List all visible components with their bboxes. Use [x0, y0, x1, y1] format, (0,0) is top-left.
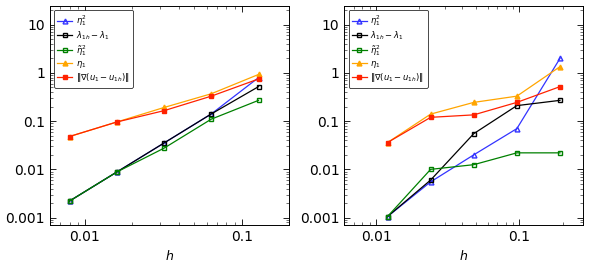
$\eta_1^2$ [514, 127, 521, 130]
$\eta_1^2$ [427, 180, 434, 183]
$\lambda_{1h} - \lambda_1$ [384, 215, 391, 218]
$\tilde{\eta}_1^2$ [255, 99, 262, 102]
Line: $\eta_1^2$: $\eta_1^2$ [385, 56, 562, 219]
$\eta_1^2$ [208, 112, 215, 116]
$\eta_1$ [384, 141, 391, 144]
$\|\nabla(u_1 - u_{1h})\|$ [557, 85, 564, 88]
Line: $\eta_1$: $\eta_1$ [385, 64, 562, 145]
$\tilde{\eta}_1^2$ [427, 168, 434, 171]
$\eta_1$ [255, 73, 262, 76]
$\tilde{\eta}_1^2$ [470, 163, 477, 166]
Line: $\lambda_{1h} - \lambda_1$: $\lambda_{1h} - \lambda_1$ [67, 84, 261, 203]
$\eta_1$ [557, 65, 564, 68]
$\tilde{\eta}_1^2$ [160, 147, 167, 150]
$\tilde{\eta}_1^2$ [113, 171, 120, 174]
X-axis label: $h$: $h$ [165, 249, 174, 263]
Line: $\|\nabla(u_1 - u_{1h})\|$: $\|\nabla(u_1 - u_{1h})\|$ [385, 84, 562, 145]
$\eta_1^2$ [66, 199, 73, 203]
$\|\nabla(u_1 - u_{1h})\|$ [113, 121, 120, 124]
$\eta_1^2$ [113, 171, 120, 174]
$\lambda_{1h} - \lambda_1$ [470, 132, 477, 135]
$\|\nabla(u_1 - u_{1h})\|$ [255, 77, 262, 81]
$\eta_1$ [160, 106, 167, 109]
Line: $\tilde{\eta}_1^2$: $\tilde{\eta}_1^2$ [67, 98, 261, 203]
$\|\nabla(u_1 - u_{1h})\|$ [208, 94, 215, 98]
Legend: $\eta_1^2$, $\lambda_{1h} - \lambda_1$, $\tilde{\eta}_1^2$, $\eta_1$, $\|\nabla(: $\eta_1^2$, $\lambda_{1h} - \lambda_1$, … [349, 10, 428, 88]
$\lambda_{1h} - \lambda_1$ [208, 112, 215, 116]
Line: $\tilde{\eta}_1^2$: $\tilde{\eta}_1^2$ [385, 150, 562, 219]
$\tilde{\eta}_1^2$ [557, 151, 564, 154]
$\lambda_{1h} - \lambda_1$ [557, 99, 564, 102]
$\eta_1$ [427, 112, 434, 116]
$\eta_1^2$ [470, 153, 477, 157]
$\|\nabla(u_1 - u_{1h})\|$ [427, 116, 434, 119]
$\lambda_{1h} - \lambda_1$ [255, 85, 262, 88]
$\lambda_{1h} - \lambda_1$ [427, 178, 434, 182]
$\|\nabla(u_1 - u_{1h})\|$ [514, 101, 521, 104]
X-axis label: $h$: $h$ [459, 249, 468, 263]
$\eta_1^2$ [384, 215, 391, 218]
Line: $\lambda_{1h} - \lambda_1$: $\lambda_{1h} - \lambda_1$ [385, 98, 562, 219]
$\tilde{\eta}_1^2$ [208, 118, 215, 121]
$\lambda_{1h} - \lambda_1$ [113, 171, 120, 174]
$\eta_1$ [514, 94, 521, 98]
Line: $\|\nabla(u_1 - u_{1h})\|$: $\|\nabla(u_1 - u_{1h})\|$ [67, 77, 261, 139]
$\lambda_{1h} - \lambda_1$ [514, 104, 521, 107]
$\tilde{\eta}_1^2$ [66, 199, 73, 203]
$\tilde{\eta}_1^2$ [514, 151, 521, 154]
Legend: $\eta_1^2$, $\lambda_{1h} - \lambda_1$, $\tilde{\eta}_1^2$, $\eta_1$, $\|\nabla(: $\eta_1^2$, $\lambda_{1h} - \lambda_1$, … [54, 10, 133, 88]
$\eta_1^2$ [255, 76, 262, 79]
$\eta_1^2$ [160, 141, 167, 145]
$\eta_1$ [66, 135, 73, 138]
$\eta_1$ [470, 101, 477, 104]
$\|\nabla(u_1 - u_{1h})\|$ [66, 135, 73, 138]
$\|\nabla(u_1 - u_{1h})\|$ [160, 109, 167, 112]
$\|\nabla(u_1 - u_{1h})\|$ [384, 141, 391, 144]
$\lambda_{1h} - \lambda_1$ [160, 141, 167, 145]
$\eta_1$ [113, 121, 120, 124]
Line: $\eta_1^2$: $\eta_1^2$ [67, 75, 261, 203]
$\|\nabla(u_1 - u_{1h})\|$ [470, 113, 477, 116]
$\lambda_{1h} - \lambda_1$ [66, 199, 73, 203]
$\eta_1^2$ [557, 57, 564, 60]
$\eta_1$ [208, 92, 215, 95]
$\tilde{\eta}_1^2$ [384, 215, 391, 218]
Line: $\eta_1$: $\eta_1$ [67, 72, 261, 139]
